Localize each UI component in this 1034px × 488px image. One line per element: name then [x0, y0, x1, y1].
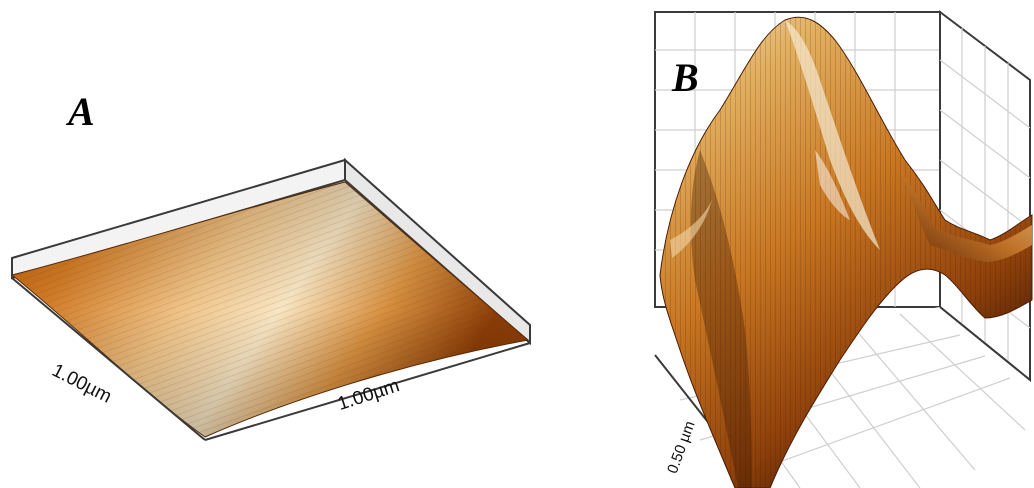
panel-b-label: B — [672, 55, 699, 100]
panel-a-label: A — [68, 89, 95, 134]
panel-b-surface — [654, 9, 1033, 488]
panel-a-surface — [10, 157, 531, 441]
